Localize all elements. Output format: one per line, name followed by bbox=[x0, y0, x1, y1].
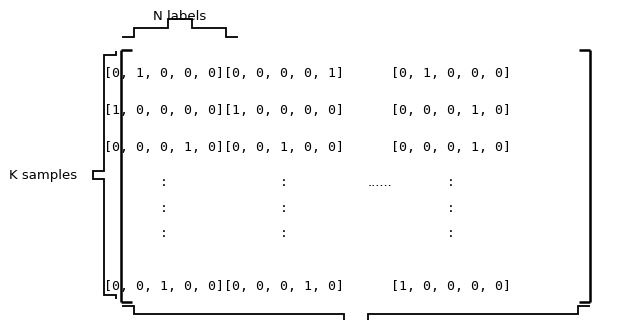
Text: [0, 1, 0, 0, 0]: [0, 1, 0, 0, 0] bbox=[391, 67, 511, 80]
Text: :: : bbox=[447, 176, 455, 189]
Text: :: : bbox=[281, 202, 288, 214]
Text: [0, 0, 1, 0, 0]: [0, 0, 1, 0, 0] bbox=[104, 280, 224, 293]
Text: [0, 1, 0, 0, 0]: [0, 1, 0, 0, 0] bbox=[104, 67, 224, 80]
Text: [0, 0, 1, 0, 0]: [0, 0, 1, 0, 0] bbox=[224, 141, 344, 154]
Text: :: : bbox=[160, 202, 167, 214]
Text: :: : bbox=[447, 202, 455, 214]
Text: :: : bbox=[447, 227, 455, 240]
Text: [0, 0, 0, 1, 0]: [0, 0, 0, 1, 0] bbox=[391, 141, 511, 154]
Text: [1, 0, 0, 0, 0]: [1, 0, 0, 0, 0] bbox=[391, 280, 511, 293]
Text: K samples: K samples bbox=[9, 170, 77, 182]
Text: :: : bbox=[160, 176, 167, 189]
Text: [0, 0, 0, 1, 0]: [0, 0, 0, 1, 0] bbox=[104, 141, 224, 154]
Text: ......: ...... bbox=[368, 176, 392, 189]
Text: N labels: N labels bbox=[153, 10, 206, 23]
Text: [0, 0, 0, 1, 0]: [0, 0, 0, 1, 0] bbox=[224, 280, 344, 293]
Text: :: : bbox=[281, 227, 288, 240]
Text: [1, 0, 0, 0, 0]: [1, 0, 0, 0, 0] bbox=[224, 104, 344, 117]
Text: [0, 0, 0, 0, 1]: [0, 0, 0, 0, 1] bbox=[224, 67, 344, 80]
Text: [0, 0, 0, 1, 0]: [0, 0, 0, 1, 0] bbox=[391, 104, 511, 117]
Text: [1, 0, 0, 0, 0]: [1, 0, 0, 0, 0] bbox=[104, 104, 224, 117]
Text: :: : bbox=[281, 176, 288, 189]
Text: :: : bbox=[160, 227, 167, 240]
